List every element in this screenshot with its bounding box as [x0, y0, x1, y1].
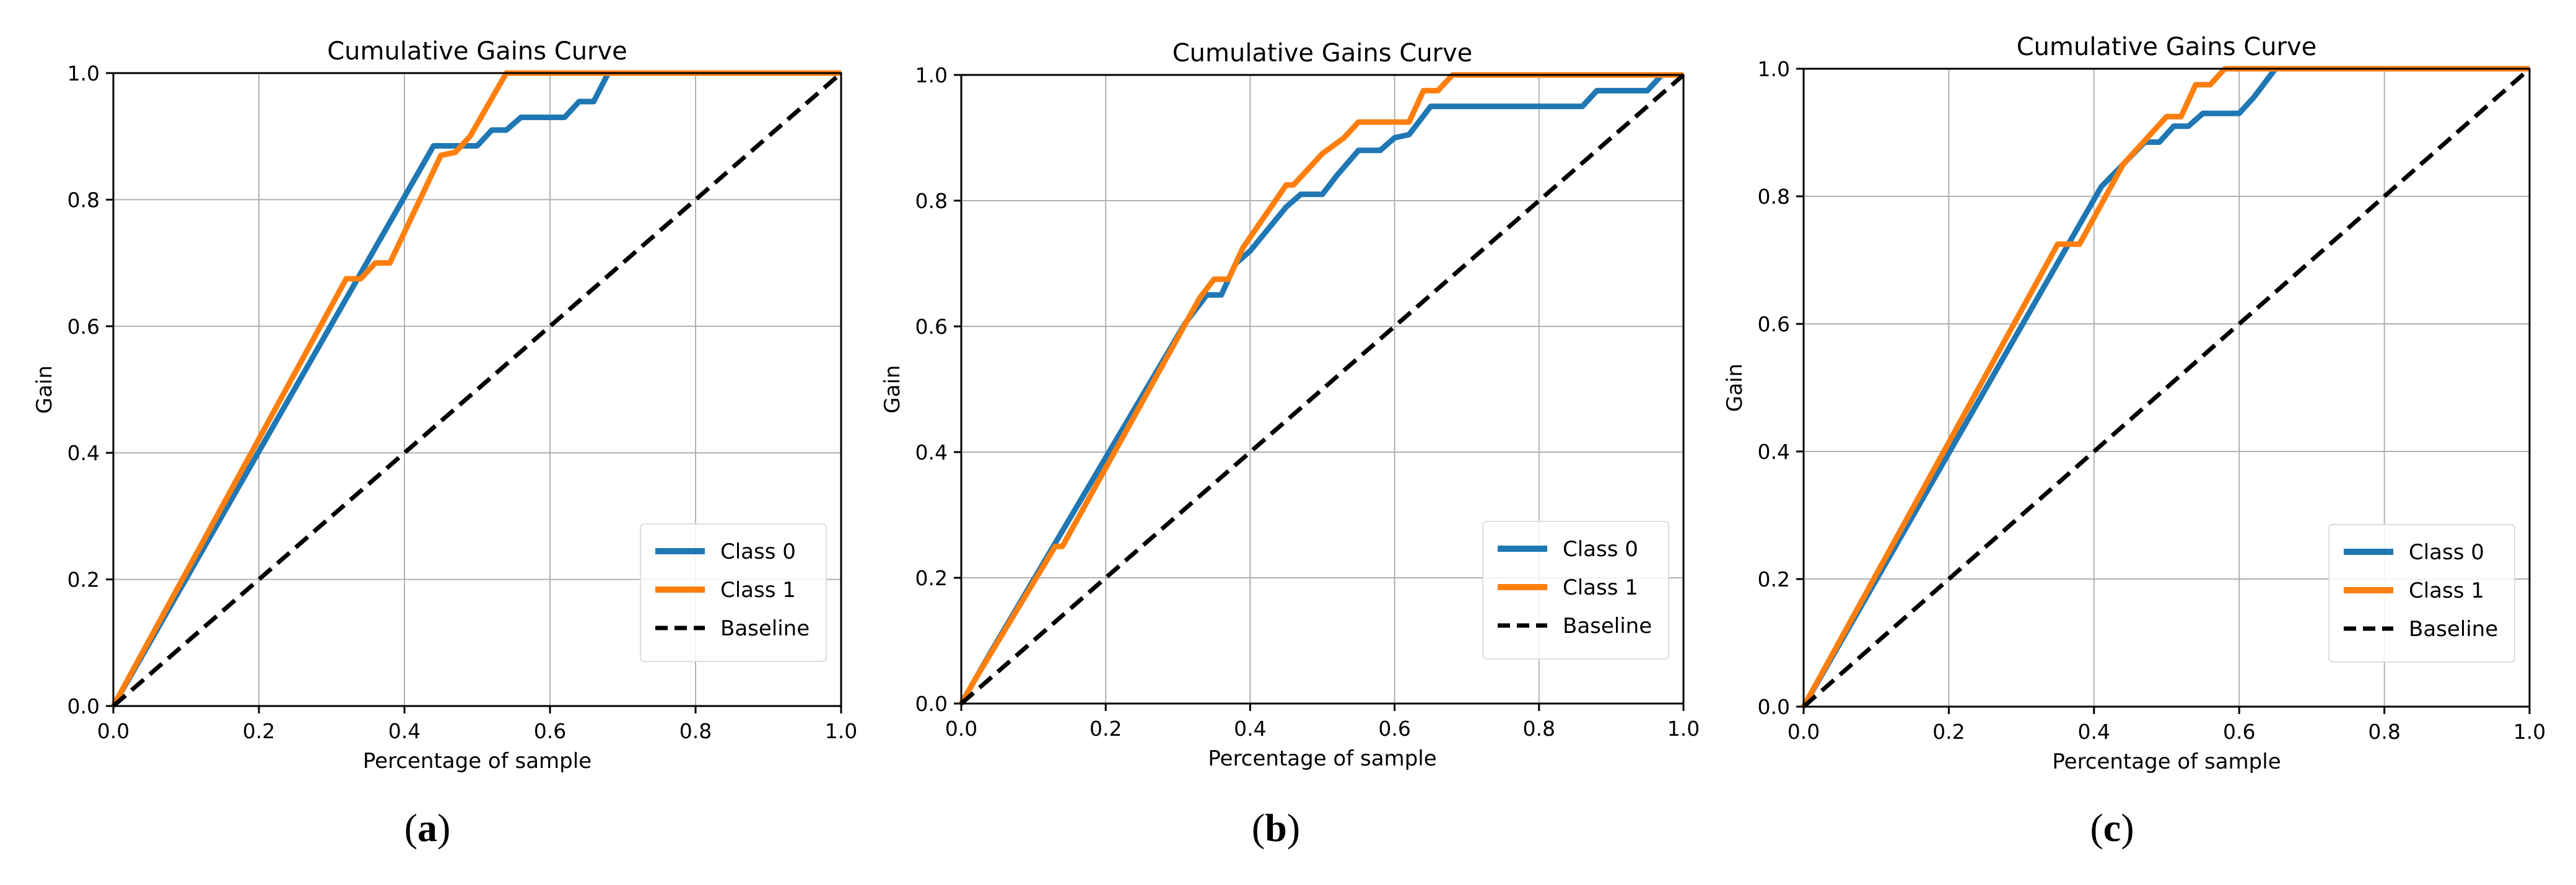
- legend-label: Class 1: [2409, 578, 2484, 603]
- x-tick-label: 0.4: [1234, 717, 1266, 741]
- y-tick-label: 0.0: [915, 692, 948, 716]
- legend-label: Baseline: [2409, 617, 2498, 642]
- x-tick-label: 0.8: [1523, 717, 1555, 741]
- y-tick-label: 0.2: [68, 568, 100, 592]
- x-tick-label: 0.0: [97, 719, 129, 743]
- y-tick-label: 0.6: [915, 315, 948, 339]
- series-line-class-0: [111, 70, 841, 708]
- y-tick-label: 0.4: [68, 441, 100, 465]
- y-tick-label: 0.8: [915, 189, 948, 213]
- panel-caption-c: (c): [2090, 806, 2134, 850]
- x-tick-label: 0.4: [388, 719, 421, 743]
- x-tick-label: 0.0: [945, 717, 977, 741]
- chart-panel-b: 0.0 0.2 0.4 0.6 0.8 1.0 0.0 0.2 0.4 0.6 0.8 1.0 Cumu…: [880, 39, 1700, 771]
- x-tick-label: 0.6: [2223, 720, 2255, 744]
- chart-title: Cumulative Gains Curve: [1172, 39, 1473, 68]
- series-line-class-1: [959, 72, 1683, 705]
- chart-title: Cumulative Gains Curve: [2017, 33, 2317, 61]
- legend-label: Baseline: [1563, 614, 1652, 639]
- legend-label: Class 0: [1563, 537, 1638, 562]
- series-line-class-1: [111, 70, 841, 708]
- chart-panel-c: 0.0 0.2 0.4 0.6 0.8 1.0 0.0 0.2 0.4 0.6 0.8 1.0 Cumu…: [1722, 33, 2546, 774]
- x-tick-label: 1.0: [1667, 717, 1700, 741]
- y-tick-label: 0.4: [1758, 440, 1790, 464]
- series-line-baseline: [959, 73, 1685, 705]
- x-tick-label: 0.4: [2078, 720, 2110, 744]
- y-tick-label: 0.6: [68, 315, 100, 339]
- y-axis-label: Gain: [32, 365, 57, 414]
- legend-label: Class 0: [720, 539, 796, 564]
- axes-frame: [1802, 68, 2531, 708]
- y-tick-label: 0.6: [1758, 312, 1790, 336]
- legend: Class 0 Class 1 Baseline: [640, 523, 827, 662]
- panel-caption-b: (b): [1251, 806, 1301, 850]
- panel-caption-a: (a): [404, 806, 451, 850]
- y-tick-label: 0.8: [68, 188, 100, 212]
- x-tick-label: 0.2: [1932, 720, 1965, 744]
- x-tick-label: 0.0: [1788, 720, 1820, 744]
- y-tick-label: 1.0: [1758, 57, 1790, 81]
- y-axis-label: Gain: [880, 365, 905, 413]
- series-line-baseline: [111, 71, 843, 708]
- legend-label: Class 1: [1563, 575, 1638, 600]
- chart-title: Cumulative Gains Curve: [327, 37, 627, 66]
- x-axis-label: Percentage of sample: [1208, 746, 1436, 771]
- x-tick-label: 0.8: [2368, 720, 2400, 744]
- x-tick-label: 1.0: [825, 719, 857, 743]
- y-tick-label: 0.0: [1758, 695, 1790, 719]
- y-tick-label: 1.0: [68, 61, 100, 85]
- x-tick-label: 1.0: [2513, 720, 2546, 744]
- x-axis-label: Percentage of sample: [363, 749, 592, 774]
- y-tick-label: 1.0: [915, 63, 948, 87]
- axes-frame: [960, 74, 1685, 705]
- y-tick-label: 0.2: [1758, 567, 1790, 591]
- axes-frame: [112, 72, 842, 707]
- x-tick-label: 0.8: [679, 719, 712, 743]
- y-tick-label: 0.4: [915, 440, 948, 464]
- legend-label: Baseline: [720, 616, 810, 641]
- series-line-class-0: [959, 72, 1683, 705]
- series-line-baseline: [1802, 67, 2531, 708]
- x-tick-label: 0.2: [1089, 717, 1122, 741]
- y-tick-label: 0.2: [915, 566, 948, 590]
- y-tick-label: 0.8: [1758, 185, 1790, 209]
- legend: Class 0 Class 1 Baseline: [2328, 524, 2515, 663]
- y-tick-label: 0.0: [68, 694, 100, 718]
- x-axis-label: Percentage of sample: [2052, 749, 2281, 774]
- x-tick-label: 0.6: [534, 719, 566, 743]
- legend-label: Class 0: [2409, 540, 2484, 565]
- x-tick-label: 0.2: [243, 719, 275, 743]
- legend-label: Class 1: [720, 578, 796, 603]
- x-tick-label: 0.6: [1378, 717, 1410, 741]
- legend: Class 0 Class 1 Baseline: [1482, 521, 1669, 660]
- y-axis-label: Gain: [1722, 364, 1747, 412]
- chart-panel-a: 0.0 0.2 0.4 0.6 0.8 1.0 0.0 0.2 0.4 0.6 0.8 1.0 Cumu…: [32, 37, 857, 774]
